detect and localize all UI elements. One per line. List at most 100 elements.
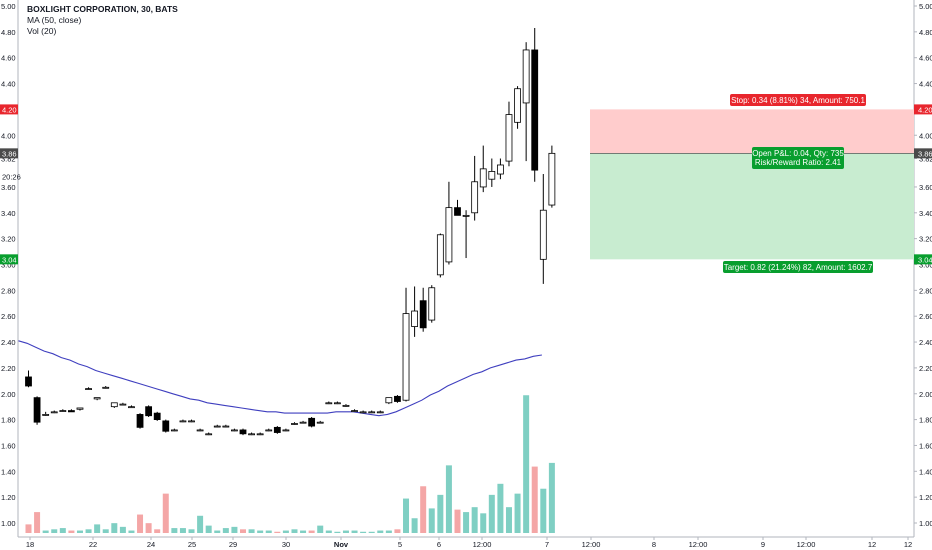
target-label-pill: Target: 0.82 (21.24%) 82, Amount: 1602.7 (723, 261, 873, 273)
volume-bar (214, 530, 221, 533)
candle-body (522, 49, 530, 104)
volume-bar (42, 530, 49, 533)
candle-body (265, 429, 273, 432)
volume-bar (222, 528, 229, 533)
volume-bar (411, 518, 418, 533)
candle-body (222, 425, 230, 428)
candle-body (402, 313, 410, 401)
time-axis-labels: 18 22 24 25 29 30 Nov 5 6 12:00 7 12:00 8 12:00 9 12:00… (26, 537, 912, 549)
long-position-tool[interactable]: Stop: 0.34 (8.81%) 34, Amount: 750.1 Ope… (590, 94, 914, 273)
right-tick-label: 2.80 (919, 286, 932, 295)
left-tick-label: 5.00 (1, 2, 16, 11)
volume-bar (351, 530, 358, 533)
candle-body (333, 402, 341, 405)
left-tick-label: 1.40 (1, 467, 16, 476)
candle-body (76, 407, 84, 410)
right-stop-price-tag: 4.20 (914, 104, 932, 115)
left-tick-label: 3.60 (1, 183, 16, 192)
candle-body (454, 207, 461, 216)
stop-label-text: Stop: 0.34 (8.81%) 34, Amount: 750.1 (731, 96, 865, 105)
volume-bar (317, 525, 324, 533)
candle-body (479, 168, 487, 188)
right-tick-label: 3.40 (919, 209, 932, 218)
candle-body (213, 425, 221, 428)
left-tick-label: 4.80 (1, 28, 16, 37)
time-tick-label: 22 (89, 540, 97, 549)
volume-bar (437, 494, 444, 533)
time-tick-label: 29 (229, 540, 237, 549)
right-stop-price: 4.20 (918, 105, 932, 114)
volume-bar (497, 483, 504, 533)
time-tick-label: 12:00 (473, 540, 492, 549)
left-tick-label: 2.60 (1, 312, 16, 321)
right-target-price: 3.04 (918, 255, 932, 264)
candle-body (445, 207, 453, 263)
target-label-text: Target: 0.82 (21.24%) 82, Amount: 1602.7 (724, 263, 873, 272)
volume-bar (471, 507, 478, 533)
candle-body (145, 406, 153, 417)
candle-body (93, 397, 101, 400)
candle-body (256, 433, 264, 436)
volume-bar (428, 508, 435, 533)
right-tick-label: 1.00 (919, 519, 932, 528)
left-tick-label: 3.00 (1, 261, 16, 270)
left-tick-label: 4.60 (1, 54, 16, 63)
volume-bar (59, 528, 66, 533)
volume-bar (548, 462, 555, 533)
candle-body (428, 287, 436, 321)
volume-bar (300, 530, 307, 533)
candle-body (205, 433, 213, 436)
volume-bar (282, 530, 289, 533)
right-tick-label: 3.20 (919, 235, 932, 244)
right-tick-label: 1.20 (919, 493, 932, 502)
legend-ma-label[interactable]: MA (50, close) (27, 15, 82, 25)
volume-bar (377, 530, 384, 533)
candle-body (59, 410, 67, 412)
right-tick-label: 4.60 (919, 54, 932, 63)
volume-bar (85, 529, 92, 533)
candle-body (196, 429, 204, 432)
target-zone[interactable] (590, 153, 914, 260)
left-current-price-tag: 3.86 (0, 148, 18, 159)
volume-bar (154, 529, 161, 533)
candle-body (505, 114, 513, 162)
candle-body (411, 310, 419, 327)
volume-bar (248, 529, 255, 533)
right-tick-label: 4.80 (919, 28, 932, 37)
candle-body (102, 386, 110, 389)
volume-bar (505, 507, 512, 533)
candle-body (548, 152, 556, 206)
candle-body (119, 403, 127, 406)
volume-bar (403, 498, 410, 533)
volume-bar (51, 529, 58, 533)
volume-bar (523, 395, 530, 533)
volume-bar (197, 515, 204, 533)
time-tick-label: 6 (437, 540, 441, 549)
candles (25, 27, 556, 436)
volume-bar (265, 530, 272, 533)
right-tick-label: 3.82 (919, 155, 932, 164)
volume-bar (445, 465, 452, 533)
volume-bar (488, 494, 495, 533)
right-current-price: 3.86 (918, 149, 932, 158)
volume-bar (274, 531, 281, 533)
left-tick-label: 3.20 (1, 235, 16, 244)
candle-body (110, 402, 118, 408)
legend-symbol-title[interactable]: BOXLIGHT CORPORATION, 30, BATS (27, 4, 178, 14)
left-tick-label: 2.20 (1, 364, 16, 373)
candle-body (471, 181, 479, 214)
time-tick-label: 25 (188, 540, 196, 549)
left-tick-label: 2.00 (1, 390, 16, 399)
legend-vol-label[interactable]: Vol (20) (27, 26, 57, 36)
time-tick-label: 12:00 (582, 540, 601, 549)
left-tick-label: 1.60 (1, 441, 16, 450)
candle-body (376, 411, 384, 414)
stop-zone[interactable] (590, 109, 914, 154)
volume-bars (25, 395, 555, 533)
volume-bar (34, 512, 41, 533)
volume-bar (385, 530, 392, 533)
volume-bar (420, 486, 427, 533)
candle-body (419, 300, 427, 329)
candle-body (462, 214, 470, 217)
